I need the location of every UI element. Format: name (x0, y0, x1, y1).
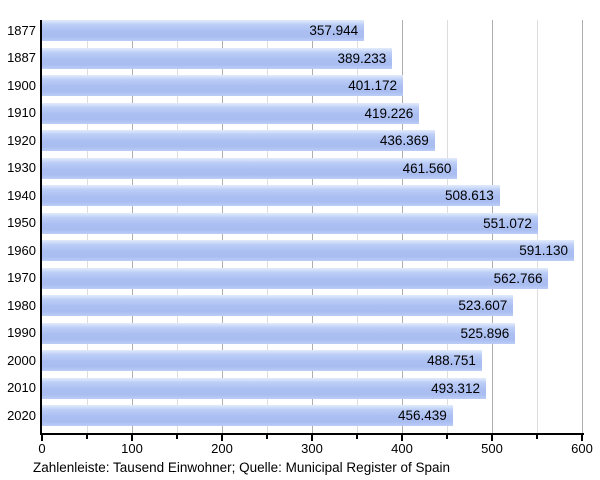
bar-value-label: 525.896 (460, 325, 510, 341)
bar-value-label: 488.751 (427, 353, 476, 369)
axis-tick (266, 435, 268, 439)
axis-tick (401, 435, 403, 441)
x-tick-label: 100 (121, 441, 143, 456)
population-bar: 401.172 (42, 75, 404, 97)
category-label: 1910 (7, 105, 36, 121)
population-bar: 508.613 (42, 185, 500, 207)
bar-value-label: 456.439 (397, 408, 447, 424)
bar-value-label: 508.613 (444, 188, 494, 204)
axis-tick (311, 435, 313, 441)
category-label: 2020 (7, 407, 36, 423)
bar-value-label: 389.233 (337, 50, 387, 66)
category-label: 1980 (7, 297, 36, 313)
x-tick-label: 300 (301, 441, 323, 456)
population-bar: 562.766 (42, 267, 549, 289)
axis-tick (446, 435, 448, 439)
bar-value-label: 562.766 (493, 270, 543, 286)
axis-tick (176, 435, 178, 439)
population-bar: 488.751 (42, 350, 482, 372)
category-label: 2010 (7, 380, 36, 396)
bar-value-label: 493.312 (431, 380, 480, 396)
axis-tick (221, 435, 223, 441)
bar-value-label: 401.172 (348, 78, 398, 94)
x-tick-label: 200 (211, 441, 233, 456)
category-label: 1920 (7, 132, 36, 148)
axis-tick (491, 435, 493, 441)
bar-value-label: 551.072 (483, 215, 532, 231)
x-tick-label: 600 (571, 441, 593, 456)
population-bar: 525.896 (42, 322, 516, 344)
category-label: 1960 (7, 242, 36, 258)
bar-value-label: 357.944 (309, 23, 359, 38)
x-tick-label: 500 (481, 441, 503, 456)
category-label: 1887 (7, 50, 36, 66)
gridline-major (581, 20, 583, 433)
axis-tick (131, 435, 133, 441)
population-bar: 523.607 (42, 295, 514, 317)
axis-tick (536, 435, 538, 439)
bar-value-label: 461.560 (402, 160, 452, 176)
population-bar: 436.369 (42, 130, 435, 152)
axis-tick (581, 435, 583, 441)
population-bar: 551.072 (42, 212, 538, 234)
bar-value-label: 591.130 (519, 243, 569, 259)
bar-value-label: 436.369 (379, 133, 429, 149)
category-label: 1950 (7, 215, 36, 231)
category-label: 1930 (7, 160, 36, 176)
category-label: 1900 (7, 77, 36, 93)
caption: Zahlenleiste: Tausend Einwohner; Quelle:… (33, 460, 450, 475)
category-label: 1970 (7, 270, 36, 286)
category-label: 1940 (7, 187, 36, 203)
population-bar: 357.944 (42, 20, 365, 41)
population-bar: 461.560 (42, 157, 458, 179)
x-tick-label: 400 (391, 441, 413, 456)
axis-tick (86, 435, 88, 439)
plot-area: 357.944 389.233 401.172 419.226 436.369 461.5… (42, 20, 583, 433)
category-label: 1990 (7, 325, 36, 341)
category-label: 1877 (7, 22, 36, 38)
population-bar: 389.233 (42, 47, 393, 69)
population-bar: 419.226 (42, 102, 420, 124)
population-bar: 591.130 (42, 240, 575, 262)
bar-value-label: 419.226 (364, 105, 414, 121)
category-label: 2000 (7, 352, 36, 368)
axis-tick (356, 435, 358, 439)
axis-tick (41, 435, 43, 441)
x-tick-label: 0 (38, 441, 46, 456)
x-axis-line (40, 433, 584, 435)
y-axis-line (40, 20, 42, 435)
bar-value-label: 523.607 (458, 298, 508, 314)
population-bar: 456.439 (42, 405, 453, 427)
population-bar: 493.312 (42, 377, 486, 399)
